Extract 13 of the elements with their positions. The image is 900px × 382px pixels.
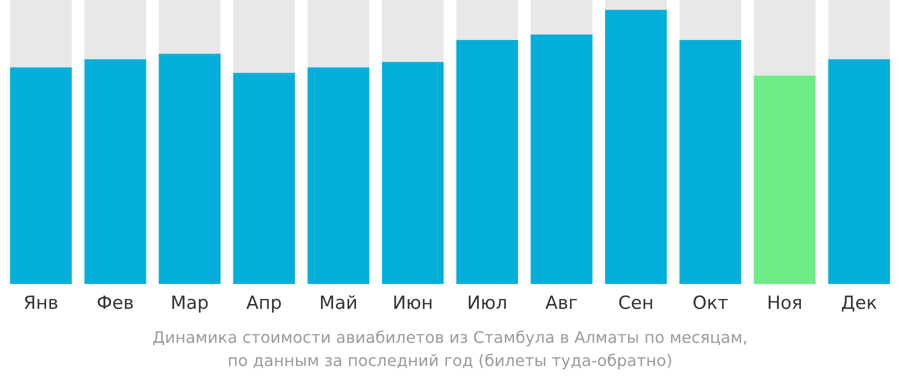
text: Динамика стоимости авиабилетов из Стамбула в Алматы по месяцам, по данным за последний год (билеты туда-обратно) xyxy=(153,330,746,370)
x-tick-label: Апр xyxy=(246,296,281,313)
x-tick-label: Окт xyxy=(694,295,728,310)
x-tick-label: Авг xyxy=(545,296,577,309)
x-tick-label: Июн xyxy=(394,296,432,310)
x-tick-label: Июл xyxy=(468,296,506,310)
x-tick-label: Дек xyxy=(842,296,877,312)
x-tick-label: Фев xyxy=(98,296,133,310)
x-tick-label: Мар xyxy=(172,296,208,313)
x-tick-label: Ноя xyxy=(768,296,801,310)
x-tick-label: Сен xyxy=(619,295,652,310)
x-tick-label: Янв xyxy=(24,296,58,309)
x-tick-label: Май xyxy=(321,295,356,310)
